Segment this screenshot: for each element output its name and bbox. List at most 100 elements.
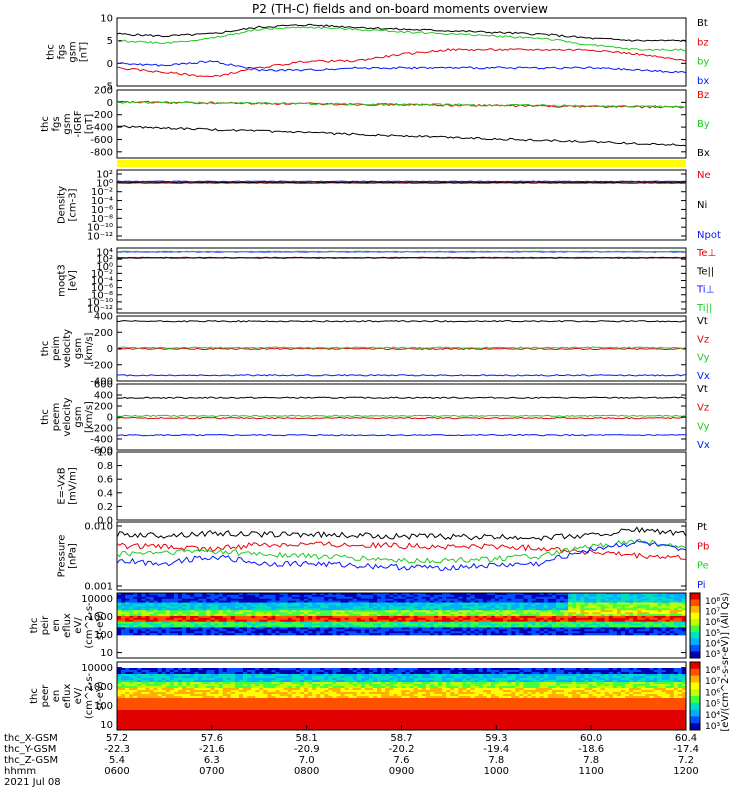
heatmap-cell: [234, 631, 240, 634]
heatmap-cell: [503, 627, 508, 630]
heatmap-cell: [153, 728, 158, 731]
heatmap-cell: [673, 629, 679, 632]
heatmap-cell: [633, 608, 638, 611]
heatmap-cell: [117, 612, 122, 615]
heatmap-cell: [226, 676, 232, 679]
heatmap-cell: [308, 612, 313, 615]
heatmap-cell: [417, 625, 423, 628]
heatmap-cell: [287, 629, 293, 632]
heatmap-cell: [218, 680, 223, 683]
heatmap-cell: [263, 700, 268, 703]
heatmap-cell: [649, 604, 654, 607]
heatmap-cell: [535, 623, 540, 626]
heatmap-cell: [401, 602, 406, 605]
heatmap-cell: [190, 702, 195, 705]
heatmap-cell: [669, 604, 675, 607]
heatmap-cell: [161, 631, 167, 634]
heatmap-cell: [161, 684, 167, 687]
heatmap-cell: [255, 728, 260, 731]
y-tick-label: 0: [107, 344, 113, 355]
heatmap-cell: [344, 600, 349, 603]
heatmap-cell: [368, 608, 374, 611]
heatmap-cell: [673, 619, 679, 622]
heatmap-cell: [543, 625, 549, 628]
heatmap-cell: [182, 617, 187, 621]
heatmap-cell: [625, 625, 630, 628]
heatmap-cell: [620, 633, 626, 636]
heatmap-cell: [551, 621, 557, 624]
heatmap-cell: [190, 682, 195, 685]
heatmap-cell: [214, 682, 219, 685]
heatmap-cell: [316, 708, 321, 711]
heatmap-cell: [429, 615, 435, 619]
heatmap-cell: [299, 678, 305, 681]
heatmap-cell: [340, 602, 345, 605]
heatmap-cell: [247, 684, 252, 687]
heatmap-cell: [190, 680, 195, 683]
heatmap-cell: [137, 606, 142, 609]
heatmap-cell: [222, 615, 228, 619]
heatmap-cell: [238, 706, 244, 709]
heatmap-cell: [551, 615, 557, 619]
heatmap-cell: [588, 604, 593, 607]
heatmap-cell: [242, 614, 248, 617]
heatmap-cell: [275, 700, 280, 703]
heatmap-cell: [507, 612, 512, 615]
heatmap-cell: [401, 625, 406, 628]
heatmap-cell: [259, 682, 264, 685]
heatmap-cell: [295, 708, 301, 711]
heatmap-cell: [519, 593, 524, 596]
heatmap-cell: [425, 631, 431, 634]
heatmap-cell: [486, 633, 492, 636]
heatmap-cell: [303, 708, 309, 711]
heatmap-cell: [620, 593, 626, 596]
heatmap-cell: [494, 625, 500, 628]
heatmap-cell: [125, 692, 130, 695]
heatmap-cell: [238, 702, 244, 705]
heatmap-cell: [255, 633, 260, 636]
heatmap-cell: [267, 706, 272, 709]
heatmap-cell: [641, 629, 646, 632]
heatmap-cell: [259, 698, 264, 701]
heatmap-cell: [255, 702, 260, 705]
heatmap-cell: [177, 610, 183, 613]
heatmap-cell: [206, 631, 211, 634]
heatmap-cell: [503, 606, 508, 609]
heatmap-cell: [198, 610, 203, 613]
heatmap-cell: [198, 708, 203, 711]
heatmap-cell: [279, 722, 284, 725]
heatmap-cell: [625, 617, 630, 621]
heatmap-cell: [117, 674, 122, 677]
heatmap-cell: [287, 688, 293, 691]
heatmap-cell: [267, 615, 272, 619]
heatmap-cell: [299, 623, 305, 626]
heatmap-cell: [373, 633, 378, 636]
heatmap-cell: [259, 631, 264, 634]
heatmap-cell: [665, 600, 671, 603]
heatmap-cell: [633, 633, 638, 636]
series-line-bx: [116, 60, 687, 74]
heatmap-cell: [194, 716, 199, 719]
heatmap-cell: [653, 604, 658, 607]
heatmap-cell: [324, 690, 329, 693]
heatmap-cell: [295, 608, 301, 611]
heatmap-cell: [194, 724, 199, 727]
heatmap-cell: [238, 619, 244, 622]
heatmap-cell: [438, 629, 443, 632]
heatmap-cell: [324, 606, 329, 609]
heatmap-cell: [377, 612, 382, 615]
heatmap-cell: [141, 593, 146, 596]
heatmap-cell: [186, 629, 191, 632]
heatmap-cell: [206, 696, 211, 699]
heatmap-cell: [190, 602, 195, 605]
heatmap-cell: [149, 716, 154, 719]
heatmap-cell: [405, 629, 410, 632]
heatmap-cell: [328, 696, 333, 699]
heatmap-cell: [275, 684, 280, 687]
heatmap-cell: [153, 625, 158, 628]
heatmap-cell: [173, 623, 179, 626]
heatmap-cell: [263, 728, 268, 731]
heatmap-cell: [551, 596, 557, 600]
heatmap-cell: [629, 619, 634, 622]
heatmap-cell: [303, 674, 309, 677]
